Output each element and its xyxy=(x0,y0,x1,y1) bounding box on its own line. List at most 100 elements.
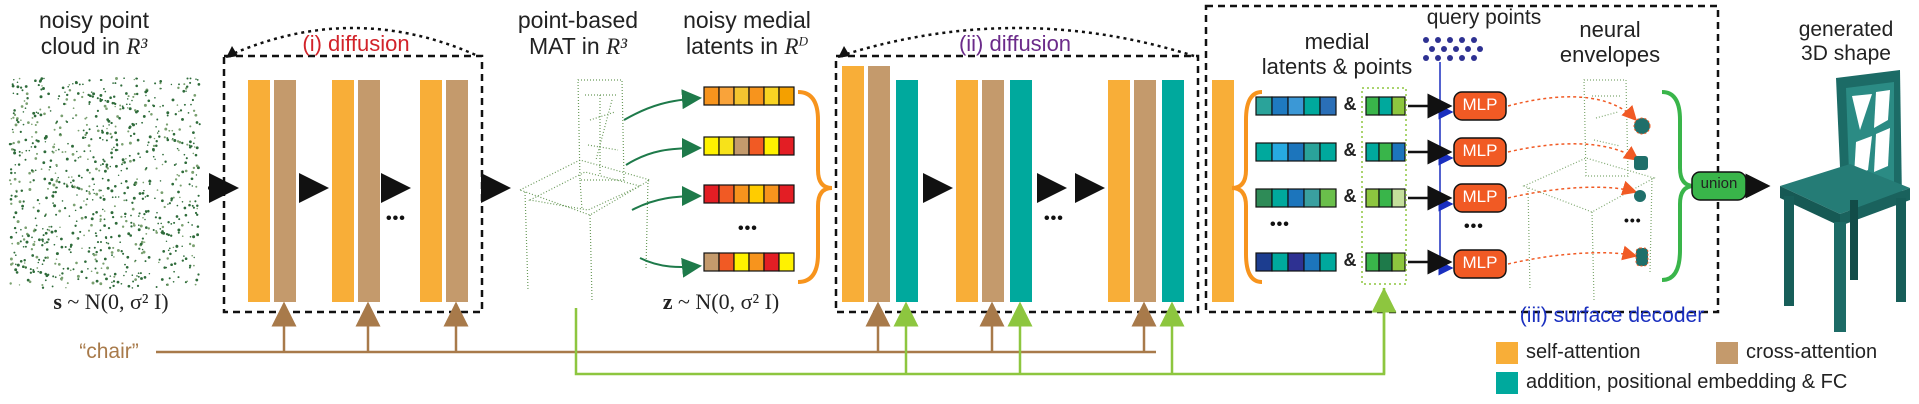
noise-point xyxy=(188,242,192,246)
noise-point xyxy=(99,220,102,223)
noise-point xyxy=(174,113,177,116)
noise-point xyxy=(197,83,201,86)
noise-point xyxy=(139,156,141,159)
noise-point xyxy=(174,178,178,181)
mlp-box xyxy=(1453,91,1507,121)
noise-point xyxy=(109,96,112,99)
noise-point xyxy=(95,192,99,196)
noise-point xyxy=(67,85,69,88)
mat-latent-arrow xyxy=(625,138,702,166)
noise-point xyxy=(197,194,200,197)
noise-point xyxy=(127,95,130,98)
noise-point xyxy=(82,129,85,132)
noise-point xyxy=(157,130,160,132)
noise-point xyxy=(126,255,130,259)
noise-point xyxy=(34,217,37,220)
noise-point xyxy=(45,136,48,139)
medial-latent-cell xyxy=(1303,96,1321,116)
noise-point xyxy=(47,106,51,109)
noise-point xyxy=(107,242,110,245)
noise-point xyxy=(96,97,99,100)
noise-point xyxy=(100,189,102,192)
noise-point xyxy=(33,114,37,118)
medial-latents-label: medial latents & points xyxy=(1261,29,1413,79)
noise-point xyxy=(146,144,149,146)
noisy-point-cloud-space: R³ xyxy=(126,33,148,59)
noise-point xyxy=(129,159,132,163)
noise-point xyxy=(103,160,106,163)
noise-point xyxy=(194,153,198,157)
noise-point xyxy=(94,232,97,235)
noise-point xyxy=(38,202,41,205)
noise-point xyxy=(15,119,19,122)
query-point-dot xyxy=(1435,37,1441,43)
noise-point xyxy=(94,160,97,164)
noise-point xyxy=(36,267,39,269)
noise-point xyxy=(116,115,119,118)
noise-point xyxy=(55,163,58,167)
noise-point xyxy=(99,196,102,199)
noise-point xyxy=(37,261,40,264)
noise-point xyxy=(71,144,74,148)
noise-point xyxy=(120,169,123,172)
noise-point xyxy=(44,231,48,235)
noise-point xyxy=(113,272,117,276)
noise-point xyxy=(91,177,95,181)
noise-point xyxy=(88,171,91,174)
noise-point xyxy=(20,119,22,122)
noise-point xyxy=(96,271,99,275)
noise-point xyxy=(21,204,24,208)
noise-point xyxy=(85,190,88,192)
query-point-dot xyxy=(1453,46,1459,52)
noise-point xyxy=(42,87,45,90)
noise-point xyxy=(34,169,37,172)
noise-point xyxy=(93,183,95,186)
noise-point xyxy=(48,181,52,185)
noise-point xyxy=(154,96,156,99)
noise-point xyxy=(171,129,174,132)
noise-point xyxy=(127,130,130,133)
noise-point xyxy=(8,179,12,182)
noise-point xyxy=(32,206,35,209)
noise-point xyxy=(129,134,132,137)
noise-point xyxy=(156,211,158,214)
noise-point xyxy=(72,203,76,207)
noise-point xyxy=(179,196,181,199)
noise-point xyxy=(95,260,98,263)
noise-point xyxy=(165,123,169,126)
point-cell xyxy=(1391,96,1406,116)
noise-point xyxy=(121,163,123,166)
medial-latent-cell xyxy=(1255,96,1273,116)
noise-point xyxy=(32,243,36,247)
noise-point xyxy=(110,189,114,193)
medial-latent-cell xyxy=(1271,188,1289,208)
noise-point xyxy=(35,152,39,155)
noise-point xyxy=(142,250,146,254)
noise-point xyxy=(14,171,16,174)
noise-point xyxy=(134,260,136,263)
query-point-dot xyxy=(1459,37,1465,43)
noise-point xyxy=(101,177,104,180)
noise-point xyxy=(10,202,13,205)
noise-point xyxy=(80,188,83,191)
noise-point xyxy=(158,258,161,261)
ellipsis: ••• xyxy=(1624,212,1642,228)
noisy-latents-label: noisy medial latents in RD xyxy=(672,7,822,60)
union-brace xyxy=(1661,90,1695,282)
latent-cell xyxy=(748,252,765,272)
noise-point xyxy=(184,281,187,284)
noisy-point-cloud xyxy=(8,77,201,289)
noise-point xyxy=(89,150,92,152)
noise-point xyxy=(27,121,30,124)
noise-point xyxy=(114,148,118,152)
noise-point xyxy=(177,86,180,90)
noise-point xyxy=(155,140,158,143)
noise-point xyxy=(159,82,162,85)
noise-point xyxy=(189,200,192,203)
medial-latent-cell xyxy=(1255,252,1273,272)
mlp-envelope-arrow xyxy=(1507,180,1638,199)
noise-point xyxy=(71,185,74,189)
noise-point xyxy=(188,145,192,149)
noise-point xyxy=(61,151,64,154)
